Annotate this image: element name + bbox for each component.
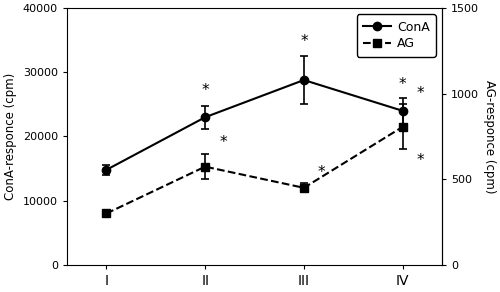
Text: *: * <box>399 77 406 92</box>
Text: *: * <box>416 86 424 100</box>
Text: *: * <box>219 135 226 150</box>
Text: *: * <box>318 165 326 180</box>
Y-axis label: AG-responce (cpm): AG-responce (cpm) <box>483 80 496 193</box>
Text: *: * <box>202 83 209 98</box>
Y-axis label: ConA-responce (cpm): ConA-responce (cpm) <box>4 73 17 200</box>
Text: *: * <box>416 153 424 168</box>
Text: *: * <box>300 34 308 49</box>
Legend: ConA, AG: ConA, AG <box>357 14 436 57</box>
